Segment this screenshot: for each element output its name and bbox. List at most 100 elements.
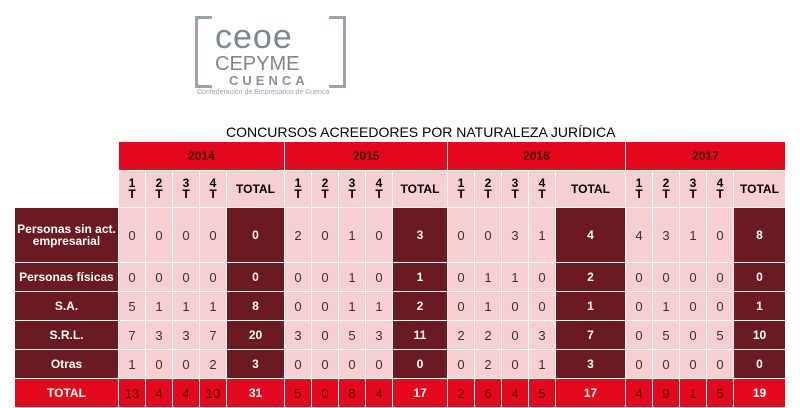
quarter-value-cell: 0 — [625, 349, 653, 379]
row-label: TOTAL — [14, 378, 119, 408]
year-total-cell: 4 — [555, 207, 626, 263]
quarter-value-cell: 0 — [172, 262, 200, 292]
quarter-value-cell: 0 — [284, 349, 312, 379]
logo-cepyme-text: CEPYME — [215, 53, 300, 75]
quarter-value-cell: 1 — [528, 207, 556, 263]
quarter-value-cell: 1 — [338, 291, 366, 321]
total-header: TOTAL — [733, 170, 786, 208]
quarter-value-cell: 5 — [652, 320, 680, 350]
table-row: TOTAL 13 4 4 10 31 5 0 8 4 17 2 6 4 5 17 4 9 1 5 19 — [14, 378, 786, 408]
quarter-value-cell: 4 — [145, 378, 173, 408]
quarter-value-cell: 1 — [679, 207, 707, 263]
year-header: 2017 — [625, 141, 786, 171]
corner-cell — [14, 170, 119, 208]
quarter-value-cell: 0 — [311, 262, 339, 292]
quarter-value-cell: 3 — [501, 207, 529, 263]
quarter-value-cell: 7 — [199, 320, 227, 350]
year-total-cell: 2 — [392, 291, 448, 321]
quarter-value-cell: 0 — [172, 207, 200, 263]
quarter-value-cell: 8 — [338, 378, 366, 408]
quarter-value-cell: 0 — [199, 262, 227, 292]
quarter-value-cell: 0 — [365, 262, 393, 292]
quarter-value-cell: 1 — [118, 349, 146, 379]
total-header: TOTAL — [226, 170, 285, 208]
quarter-value-cell: 4 — [365, 378, 393, 408]
quarter-value-cell: 1 — [338, 262, 366, 292]
logo-tagline: Confederación de Empresarios de Cuenca — [197, 89, 330, 96]
year-total-cell: 8 — [226, 291, 285, 321]
quarter-value-cell: 0 — [118, 207, 146, 263]
row-label: Personas sin act. empresarial — [14, 207, 119, 263]
year-total-cell: 0 — [733, 349, 786, 379]
quarter-value-cell: 1 — [145, 291, 173, 321]
row-label: Personas físicas — [14, 262, 119, 292]
year-header: 2014 — [118, 141, 285, 171]
quarter-value-cell: 0 — [474, 207, 502, 263]
quarter-value-cell: 4 — [625, 378, 653, 408]
quarter-value-cell: 1 — [338, 207, 366, 263]
quarter-value-cell: 5 — [706, 378, 734, 408]
quarter-value-cell: 0 — [311, 291, 339, 321]
year-total-cell: 1 — [392, 262, 448, 292]
logo-cuenca-text: CUENCA — [229, 73, 309, 88]
quarter-value-cell: 5 — [284, 378, 312, 408]
quarter-value-cell: 2 — [474, 320, 502, 350]
quarter-value-cell: 0 — [706, 207, 734, 263]
quarter-value-cell: 3 — [284, 320, 312, 350]
table-row: S.A. 5 1 1 1 8 0 0 1 1 2 0 1 0 0 1 0 1 0 0 1 — [14, 291, 786, 321]
quarter-value-cell: 9 — [652, 378, 680, 408]
quarter-value-cell: 0 — [501, 291, 529, 321]
year-total-cell: 20 — [226, 320, 285, 350]
table-row: S.R.L. 7 3 3 7 20 3 0 5 3 11 2 2 0 3 7 0 5 0 5 10 — [14, 320, 786, 350]
row-label: S.R.L. — [14, 320, 119, 350]
quarter-value-cell: 0 — [365, 207, 393, 263]
quarter-value-cell: 0 — [652, 262, 680, 292]
quarter-value-cell: 1 — [199, 291, 227, 321]
quarter-value-cell: 13 — [118, 378, 146, 408]
quarter-value-cell: 0 — [145, 207, 173, 263]
quarter-value-cell: 10 — [199, 378, 227, 408]
quarter-value-cell: 1 — [474, 262, 502, 292]
concursos-table: 2014 2015 2016 2017 1 T 2 T 3 T 4 T TOTAL 1 T 2 T 3 T 4 T TOT… — [14, 141, 786, 408]
year-total-cell: 0 — [226, 262, 285, 292]
year-header-row: 2014 2015 2016 2017 — [14, 141, 786, 171]
quarter-header-row: 1 T 2 T 3 T 4 T TOTAL 1 T 2 T 3 T 4 T TOTAL 1 T 2 T 3 T 4 T TOTAL 1… — [14, 170, 786, 208]
logo-ceoe-text: ceoe — [215, 18, 293, 56]
quarter-value-cell: 1 — [365, 291, 393, 321]
quarter-value-cell: 0 — [311, 320, 339, 350]
quarter-value-cell: 0 — [284, 291, 312, 321]
quarter-value-cell: 5 — [338, 320, 366, 350]
total-header: TOTAL — [555, 170, 626, 208]
year-total-cell: 2 — [555, 262, 626, 292]
year-total-cell: 7 — [555, 320, 626, 350]
year-total-cell: 3 — [226, 349, 285, 379]
year-total-cell: 11 — [392, 320, 448, 350]
table-row: Personas sin act. empresarial 0 0 0 0 0 2 0 1 0 3 0… — [14, 207, 786, 263]
quarter-value-cell: 1 — [528, 349, 556, 379]
quarter-value-cell: 0 — [118, 262, 146, 292]
quarter-value-cell: 0 — [625, 320, 653, 350]
quarter-value-cell: 0 — [706, 291, 734, 321]
quarter-value-cell: 0 — [528, 291, 556, 321]
quarter-value-cell: 0 — [679, 320, 707, 350]
quarter-value-cell: 0 — [706, 262, 734, 292]
quarter-value-cell: 5 — [528, 378, 556, 408]
year-header: 2016 — [447, 141, 626, 171]
quarter-value-cell: 0 — [679, 349, 707, 379]
quarter-value-cell: 1 — [474, 291, 502, 321]
quarter-value-cell: 2 — [447, 320, 475, 350]
quarter-value-cell: 4 — [501, 378, 529, 408]
quarter-value-cell: 0 — [284, 262, 312, 292]
quarter-value-cell: 0 — [447, 349, 475, 379]
